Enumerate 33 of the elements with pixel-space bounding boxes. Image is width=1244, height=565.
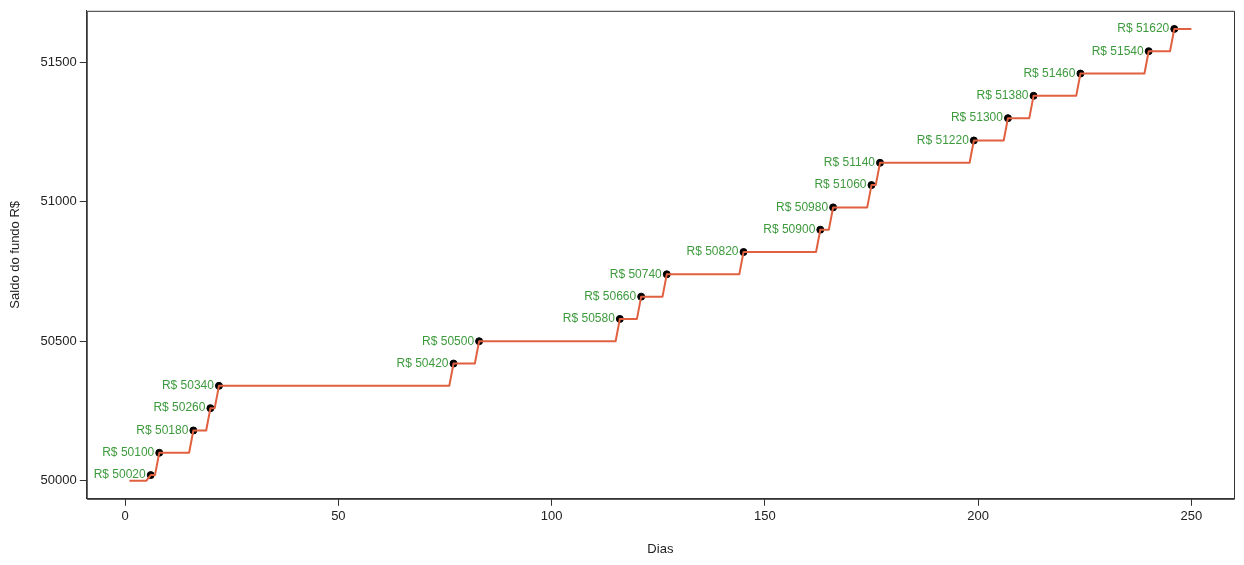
x-tick-label: 200: [967, 508, 989, 524]
y-tick-label: 50000: [40, 472, 77, 488]
data-label: R$ 51060: [814, 177, 867, 192]
data-label: R$ 50020: [93, 467, 147, 482]
x-tick-label: 150: [754, 508, 776, 524]
data-label: R$ 51540: [1091, 43, 1145, 58]
data-label: R$ 50660: [584, 288, 637, 303]
x-tick-label: 50: [331, 508, 346, 524]
data-label: R$ 51300: [950, 110, 1004, 125]
y-tick-label: 51000: [40, 193, 77, 209]
data-label: R$ 50260: [153, 400, 206, 415]
y-tick-label: 51500: [40, 53, 77, 69]
data-label: R$ 50900: [763, 222, 816, 237]
data-label: R$ 51460: [1023, 65, 1076, 80]
data-label: R$ 50180: [136, 422, 189, 437]
data-label: R$ 51220: [916, 132, 970, 147]
data-label: R$ 50580: [562, 311, 616, 326]
data-label: R$ 50420: [396, 355, 449, 370]
x-tick-label: 250: [1180, 508, 1203, 524]
x-axis-title: Dias: [647, 540, 674, 556]
data-label: R$ 51140: [823, 155, 876, 170]
data-label: R$ 50340: [161, 378, 215, 393]
y-axis-title: Saldo do fundo R$: [7, 200, 23, 309]
y-tick-label: 50500: [40, 332, 77, 348]
x-tick-label: 0: [121, 508, 129, 524]
data-label: R$ 50820: [686, 244, 739, 259]
data-label: R$ 50500: [422, 333, 475, 348]
data-label: R$ 50740: [609, 266, 663, 281]
data-label: R$ 50980: [776, 199, 829, 214]
x-tick-label: 100: [540, 508, 563, 524]
data-label: R$ 51380: [976, 88, 1029, 103]
data-label: R$ 50100: [102, 445, 155, 460]
data-label: R$ 51620: [1117, 21, 1170, 36]
